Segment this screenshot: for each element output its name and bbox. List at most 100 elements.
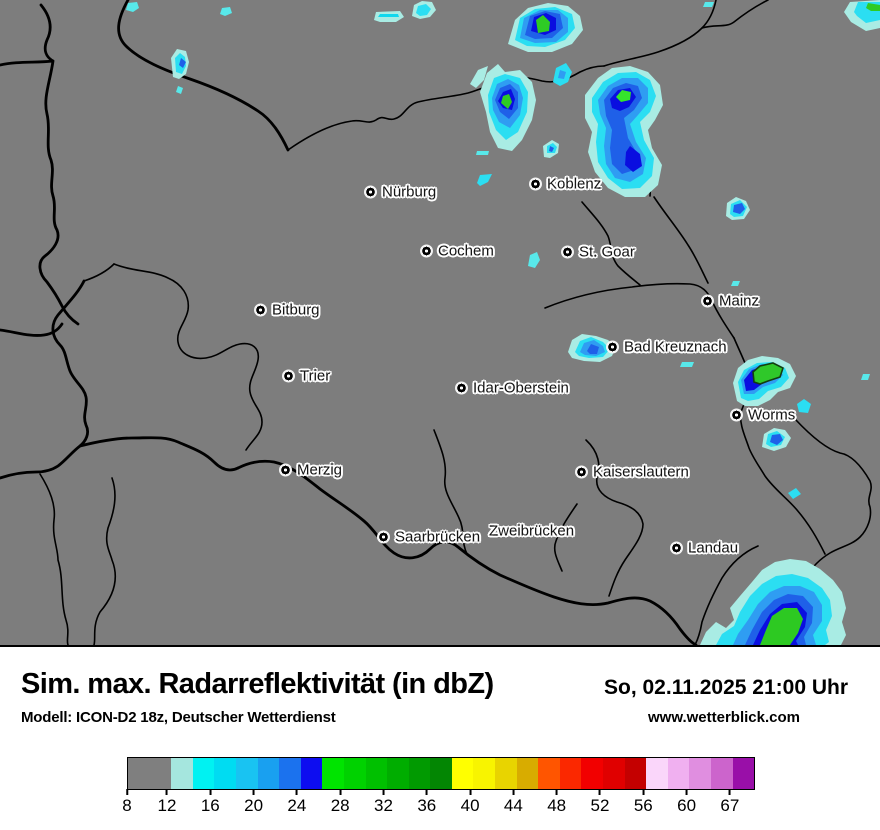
map: Nürburg Koblenz Cochem St. Goar Mainz Bi… (0, 0, 880, 647)
tick-value: 28 (330, 796, 350, 815)
colorbar-segment (646, 758, 668, 789)
colorbar-tick: 20 (244, 789, 263, 816)
city-dot (282, 369, 295, 383)
tick-mark (165, 789, 168, 795)
precipitation-overlay (126, 0, 880, 645)
colorbar-tick: 44 (504, 789, 523, 816)
tick-mark (209, 789, 212, 795)
city-label: Kaiserslautern (593, 463, 689, 481)
colorbar-segment (516, 758, 539, 789)
city-label: Cochem (438, 242, 494, 260)
colorbar-segment (257, 758, 280, 789)
precipitation-cell (568, 334, 616, 362)
tick-value: 48 (547, 796, 567, 815)
colorbar-segment (603, 758, 625, 789)
border-lines (0, 0, 872, 645)
colorbar-tick: 56 (634, 789, 653, 816)
colorbar-tick: 8 (122, 789, 132, 816)
city-dot (377, 530, 390, 544)
colorbar-segment (322, 758, 344, 789)
tick-mark (642, 789, 645, 795)
forecast-datetime: So, 02.11.2025 21:00 Uhr (604, 676, 848, 699)
colorbar-segment (451, 758, 474, 789)
tick-value: 32 (374, 796, 393, 815)
tick-value: 12 (157, 796, 177, 815)
tick-mark (598, 789, 601, 795)
colorbar-segment (387, 758, 409, 789)
colorbar-segment (214, 758, 236, 789)
city-dot (420, 244, 433, 258)
colorbar-tick: 48 (547, 789, 566, 816)
city-dot (730, 408, 743, 422)
colorbar-tick: 52 (590, 789, 610, 816)
city-label: Merzig (297, 461, 343, 479)
tick-value: 67 (720, 796, 740, 815)
city-marker: Worms (730, 407, 795, 424)
colorbar-segment (667, 758, 690, 789)
colorbar-segment (624, 758, 647, 789)
website-credit: www.wetterblick.com (648, 709, 800, 726)
tick-mark (512, 789, 515, 795)
tick-mark (252, 789, 255, 795)
city-dot (364, 185, 377, 199)
colorbar-segments (127, 757, 755, 790)
tick-value: 36 (417, 796, 437, 815)
colorbar-segment (495, 758, 517, 789)
colorbar-segment (192, 758, 215, 789)
colorbar-segment (300, 758, 323, 789)
colorbar-tick: 24 (287, 789, 306, 816)
colorbar-tick: 12 (157, 789, 177, 816)
city-label: Nürburg (382, 183, 437, 201)
city-marker: Mainz (701, 293, 759, 310)
precipitation-cell (470, 64, 536, 151)
tick-mark (339, 789, 342, 795)
city-label: Worms (748, 406, 796, 424)
precipitation-cell (543, 140, 559, 158)
city-marker: Bitburg (254, 302, 320, 319)
colorbar-tick: 16 (201, 789, 220, 816)
city-label: Mainz (719, 292, 760, 310)
tick-value: 40 (460, 796, 480, 815)
precipitation-cell (733, 356, 811, 413)
tick-mark (126, 789, 128, 795)
city-marker: Saarbrücken (377, 529, 480, 546)
city-label: Koblenz (547, 175, 602, 193)
colorbar-segment (538, 758, 560, 789)
city-dot (701, 294, 714, 308)
city-marker: Merzig (279, 462, 342, 479)
colorbar-segment (430, 758, 452, 789)
colorbar-segment (732, 758, 755, 789)
tick-value: 52 (590, 796, 610, 815)
colorbar-segment (711, 758, 733, 789)
city-dot (670, 541, 683, 555)
precipitation-flecks (126, 1, 870, 380)
city-dot (529, 177, 542, 191)
precipitation-cell (726, 197, 750, 220)
colorbar-segment (559, 758, 582, 789)
tick-mark (469, 789, 472, 795)
city-marker: Idar-Oberstein (455, 380, 569, 397)
precipitation-cell (700, 559, 846, 645)
colorbar-tick: 60 (677, 789, 696, 816)
precipitation-cell (553, 63, 572, 86)
colorbar-ticks: 8 12 16 20 24 28 32 36 40 44 (122, 789, 767, 821)
precipitation-cell (844, 0, 880, 31)
tick-mark (555, 789, 558, 795)
page-title: Sim. max. Radarreflektivität (in dbZ) (21, 668, 494, 700)
city-label: St. Goar (579, 243, 635, 261)
colorbar-tick: 40 (461, 789, 480, 816)
tick-mark (425, 789, 428, 795)
tick-mark (382, 789, 385, 795)
city-dot (279, 463, 292, 477)
city-marker: Koblenz (529, 176, 601, 193)
colorbar-segment (408, 758, 431, 789)
tick-mark (685, 789, 688, 795)
city-marker: St. Goar (561, 244, 635, 261)
colorbar-segment (279, 758, 301, 789)
city-label: Trier (300, 367, 331, 385)
tick-value: 60 (677, 796, 697, 815)
tick-mark (295, 789, 298, 795)
tick-value: 8 (122, 796, 132, 815)
city-marker: Cochem (420, 243, 494, 260)
